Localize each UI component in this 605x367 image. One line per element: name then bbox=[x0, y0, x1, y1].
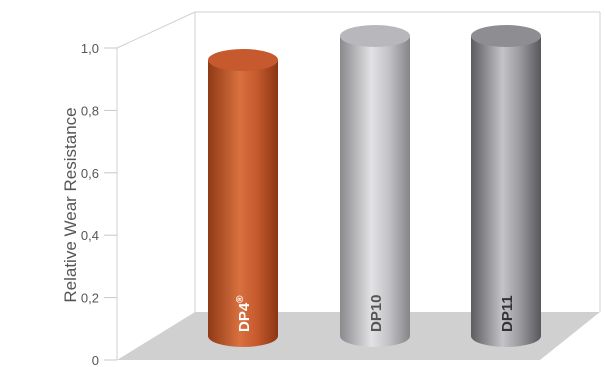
bar-body bbox=[471, 36, 541, 347]
y-tick-label: 0,4 bbox=[81, 228, 99, 243]
side-wall-top-edge bbox=[116, 11, 196, 49]
bar-dp4: DP4® bbox=[208, 49, 278, 347]
bar-label-text: DP10 bbox=[368, 294, 385, 332]
bar-label: DP10 bbox=[368, 294, 385, 332]
y-tick-label: 0,8 bbox=[81, 103, 99, 118]
registered-mark: ® bbox=[235, 295, 246, 303]
y-tick-label: 0,2 bbox=[81, 291, 99, 306]
bar-label: DP4® bbox=[235, 295, 253, 332]
bar-label-text: DP4 bbox=[236, 302, 253, 332]
bar-label: DP11 bbox=[499, 295, 516, 332]
bar-top bbox=[340, 25, 410, 47]
bar-top bbox=[208, 49, 278, 71]
bar-body bbox=[340, 36, 410, 347]
bar-dp11: DP11 bbox=[471, 25, 541, 347]
y-axis-ticks: 0 0,2 0,4 0,6 0,8 1,0 bbox=[81, 41, 117, 367]
bar-label-text: DP11 bbox=[499, 295, 516, 332]
bar-top bbox=[471, 25, 541, 47]
y-tick-label: 0 bbox=[92, 353, 99, 367]
y-tick-label: 1,0 bbox=[81, 41, 99, 56]
bars: DP4® DP10 DP11 bbox=[208, 25, 541, 347]
bar-dp10: DP10 bbox=[340, 25, 410, 347]
bar-body bbox=[208, 60, 278, 347]
y-tick-label: 0,6 bbox=[81, 166, 99, 181]
y-axis-title: Relative Wear Resistance bbox=[61, 107, 80, 302]
